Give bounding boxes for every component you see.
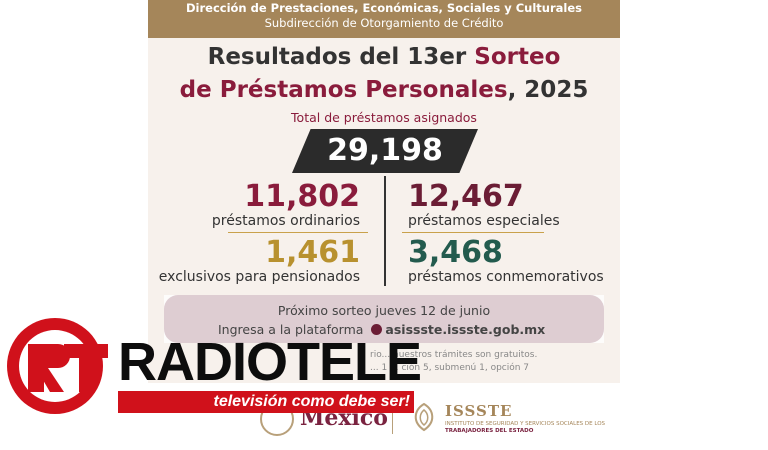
issste-emblem-icon (414, 402, 434, 432)
divider-right (402, 232, 544, 233)
fine-print-2: ... 1 ... ción 5, submenú 1, opción 7 (370, 363, 530, 373)
title-line2: de Préstamos Personales, 2025 (148, 77, 620, 103)
header-line1: Dirección de Prestaciones, Económicas, S… (186, 1, 582, 15)
radiotele-slogan: televisión como debe ser! (213, 393, 410, 410)
platform-line: Ingresa a la plataforma asissste.issste.g… (218, 322, 545, 337)
header-banner: Dirección de Prestaciones, Económicas, S… (148, 0, 620, 38)
title-year: , 2025 (507, 77, 589, 103)
footer-separator (392, 406, 393, 434)
stat-especiales-value: 12,467 (408, 179, 524, 214)
stat-ordinarios-value: 11,802 (244, 179, 360, 214)
pill-overlay (164, 295, 604, 343)
platform-url[interactable]: asissste.issste.gob.mx (385, 322, 546, 337)
header-line2: Subdirección de Otorgamiento de Crédito (264, 16, 504, 30)
vertical-divider (384, 176, 386, 286)
fine-print-1: rio... nuestros trámites son gratuitos. (370, 350, 538, 360)
total-value: 29,198 (292, 129, 478, 173)
stat-conmemorativos-label: préstamos conmemorativos (408, 269, 604, 285)
title-accent-2: de Préstamos Personales (179, 77, 508, 103)
issste-logo: ISSSTE (445, 402, 513, 420)
divider-left (228, 232, 368, 233)
radiotele-logo-icon (7, 318, 108, 414)
globe-icon (371, 324, 383, 335)
slogan-bar (118, 391, 414, 413)
next-draw-date: Próximo sorteo jueves 12 de junio (277, 303, 491, 318)
stat-ordinarios-label: préstamos ordinarios (211, 213, 360, 229)
stat-conmemorativos-value: 3,468 (408, 235, 503, 270)
radiotele-name: RADIOTELE (118, 332, 422, 392)
stat-pensionados-label: exclusivos para pensionados (158, 269, 360, 285)
title-text: Resultados del 13er (207, 44, 475, 70)
total-label: Total de préstamos asignados (291, 110, 477, 125)
stat-especiales-label: préstamos especiales (408, 213, 560, 229)
title-line1: Resultados del 13er Sorteo (148, 44, 620, 70)
issste-subtitle-2: TRABAJADORES DEL ESTADO (445, 428, 534, 434)
issste-subtitle: INSTITUTO DE SEGURIDAD Y SERVICIOS SOCIA… (445, 421, 606, 427)
stat-pensionados-value: 1,461 (265, 235, 360, 270)
title-accent: Sorteo (474, 44, 561, 70)
platform-prefix: Ingresa a la plataforma (218, 322, 364, 337)
